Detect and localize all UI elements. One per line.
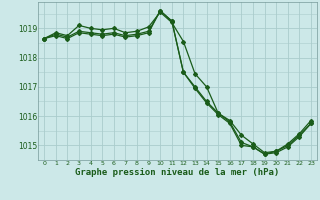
X-axis label: Graphe pression niveau de la mer (hPa): Graphe pression niveau de la mer (hPa): [76, 168, 280, 177]
